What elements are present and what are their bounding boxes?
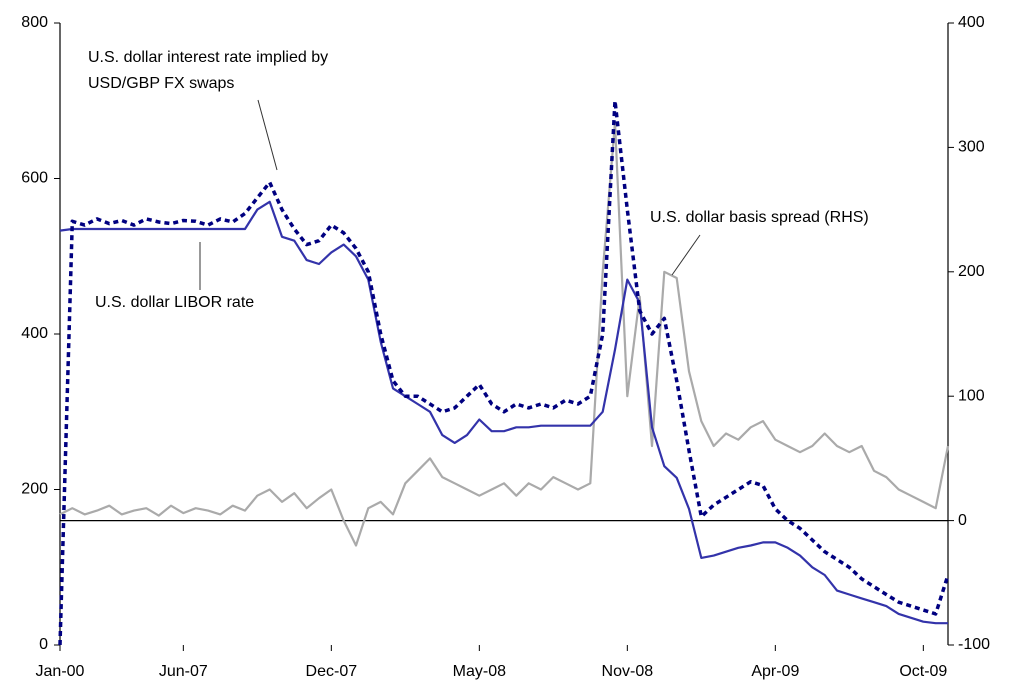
x-tick-label: May-08 bbox=[453, 663, 506, 680]
y2-tick-label: 400 bbox=[958, 14, 985, 31]
y-tick-label: 0 bbox=[39, 636, 48, 653]
x-tick-label: Jan-00 bbox=[36, 663, 85, 680]
series-line bbox=[59, 121, 950, 547]
annotation: U.S. dollar basis spread (RHS) bbox=[650, 209, 869, 226]
leader-line bbox=[671, 234, 701, 276]
x-tick-label: Oct-09 bbox=[899, 663, 947, 680]
series-line bbox=[59, 200, 948, 625]
y2-tick-label: 300 bbox=[958, 139, 985, 156]
annotation: USD/GBP FX swaps bbox=[88, 75, 234, 92]
y2-tick-label: 0 bbox=[958, 512, 967, 529]
annotation: U.S. dollar LIBOR rate bbox=[95, 294, 254, 311]
series-line bbox=[58, 99, 950, 646]
y2-tick-label: 200 bbox=[958, 263, 985, 280]
y-tick-label: 200 bbox=[21, 481, 48, 498]
x-tick-label: Nov-08 bbox=[602, 663, 654, 680]
x-tick-label: Jun-07 bbox=[159, 663, 208, 680]
leader-line bbox=[257, 99, 278, 171]
x-tick-label: Dec-07 bbox=[306, 663, 358, 680]
x-tick-label: Apr-09 bbox=[751, 663, 799, 680]
y2-tick-label: 100 bbox=[958, 387, 985, 404]
y-tick-label: 400 bbox=[21, 325, 48, 342]
y-tick-label: 600 bbox=[21, 170, 48, 187]
y2-tick-label: -100 bbox=[958, 636, 990, 653]
y-tick-label: 800 bbox=[21, 14, 48, 31]
annotation: U.S. dollar interest rate implied by bbox=[88, 49, 328, 66]
